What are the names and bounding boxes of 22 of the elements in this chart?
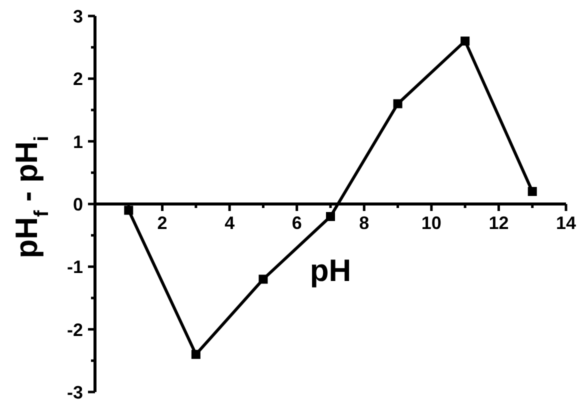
point <box>258 274 268 284</box>
point <box>326 212 335 222</box>
y-tick-label: 3 <box>72 6 83 26</box>
point <box>528 186 537 196</box>
y-tick-label: -2 <box>66 320 83 340</box>
x-tick-label: 8 <box>359 213 370 233</box>
x-tick-label: 6 <box>292 213 302 233</box>
point <box>124 206 134 215</box>
x-tick-label: 12 <box>488 213 509 233</box>
x-tick-label: 2 <box>157 213 168 233</box>
point <box>393 99 402 108</box>
y-tick-label: 1 <box>72 132 83 152</box>
y-tick-label: 2 <box>72 69 83 90</box>
x-tick-label: 14 <box>556 213 576 233</box>
point <box>460 36 470 46</box>
x-tick-label: 10 <box>421 213 442 233</box>
y-tick-label: -1 <box>66 257 83 278</box>
point <box>191 350 200 359</box>
x-tick-label: 4 <box>224 213 235 233</box>
x-axis-title: pH <box>310 253 352 288</box>
y-tick-label: 0 <box>72 194 83 214</box>
y-tick-label: -3 <box>66 382 83 401</box>
